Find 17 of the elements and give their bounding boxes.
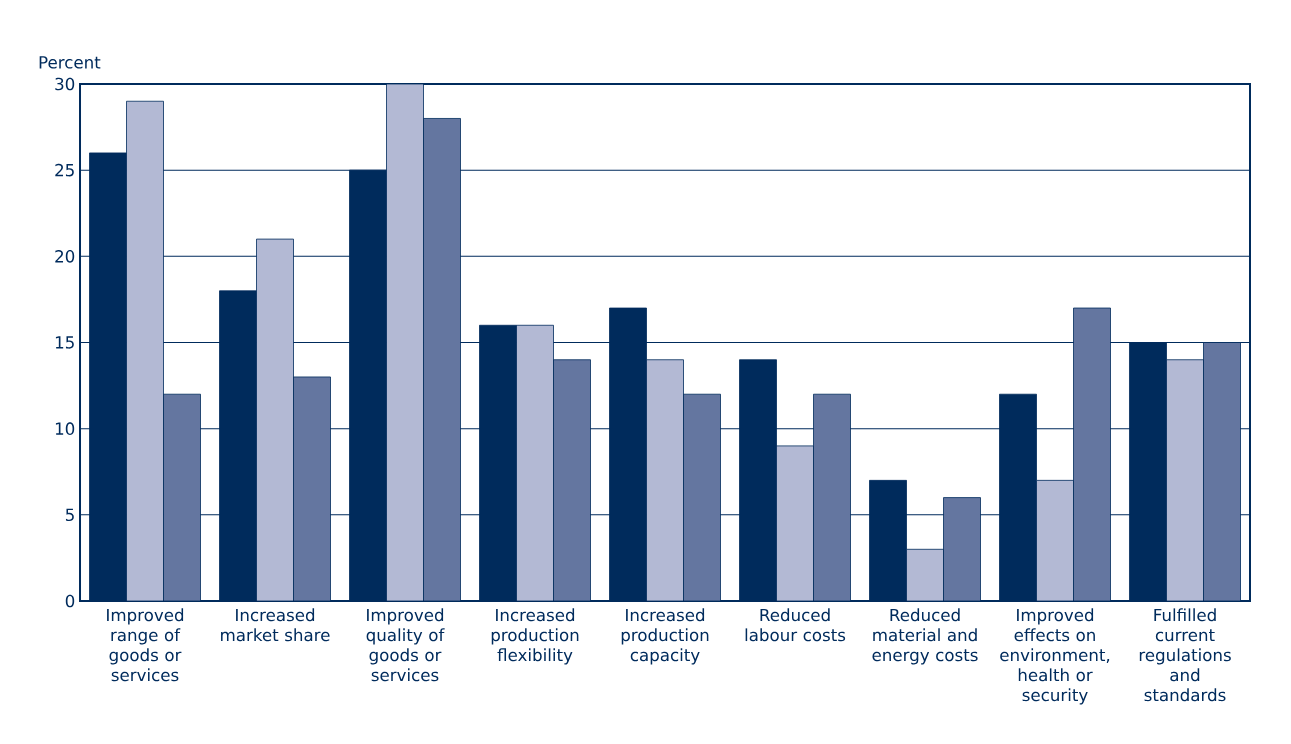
x-tick-label: Fulfilled current regulations and standards — [1139, 608, 1231, 702]
x-tick-label: Improved quality of goods or services — [366, 608, 445, 682]
y-tick-label: 15 — [55, 336, 74, 349]
x-tick-label: Reduced labour costs — [745, 608, 846, 642]
x-tick-label: Reduced material and energy costs — [872, 608, 978, 665]
y-tick-label: 25 — [55, 163, 74, 177]
y-tick-label: 20 — [55, 250, 75, 263]
y-tick-label: 30 — [55, 77, 75, 91]
x-tick-label: Increased production capacity — [621, 608, 709, 665]
y-tick-label: 10 — [55, 422, 75, 435]
x-tick-label: Increased market share — [221, 608, 330, 642]
x-tick-label: Improved range of goods or services — [107, 608, 184, 682]
y-tick-label: 5 — [65, 508, 74, 522]
x-tick-label: Increased production flexibility — [491, 608, 579, 665]
y-tick-label: 0 — [65, 594, 75, 608]
y-axis-title: Percent — [39, 56, 101, 69]
x-tick-label: Improved effects on environment, health or security — [1000, 608, 1110, 705]
